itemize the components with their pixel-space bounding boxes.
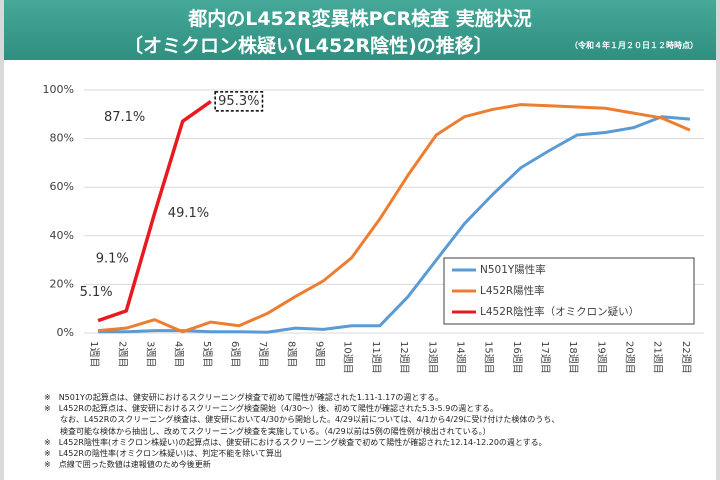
note: 検査可能な検体から抽出し、改めてスクリーニング検査を実施している。（4/29以前… — [44, 426, 491, 436]
legend-label: L452R陽性率 — [480, 284, 545, 297]
note: ※ 点線で囲った数値は速報値のため今後更新 — [44, 460, 211, 470]
x-tick-label: 12週目 — [398, 341, 410, 374]
y-tick-label: 100% — [43, 83, 74, 96]
header: 都内のL452R変異株PCR検査 実施状況 〔オミクロン株疑い(L452R陰性)… — [4, 0, 716, 60]
x-tick-label: 20週目 — [624, 341, 636, 374]
data-label: 49.1% — [168, 206, 209, 221]
x-tick-label: 22週目 — [680, 341, 692, 374]
x-tick-label: 14週目 — [454, 341, 466, 374]
x-tick-label: 19週目 — [595, 341, 607, 374]
x-tick-label: 7週目 — [257, 341, 269, 367]
x-tick-label: 2週目 — [116, 341, 128, 367]
x-tick-label: 3週目 — [144, 341, 156, 367]
x-tick-label: 9週目 — [314, 341, 326, 367]
x-tick-label: 15週目 — [483, 341, 495, 374]
legend-box — [443, 257, 695, 325]
x-tick-label: 17週目 — [539, 341, 551, 374]
x-tick-label: 13週目 — [426, 341, 438, 374]
provisional-box — [214, 91, 264, 112]
x-tick-label: 8週目 — [285, 341, 297, 367]
x-tick-label: 4週目 — [173, 341, 185, 367]
y-tick-label: 20% — [50, 277, 74, 290]
timestamp: （令和４年１月２０日１２時時点） — [570, 41, 698, 50]
x-tick-label: 1週目 — [88, 341, 100, 367]
note: ※ N501Yの起算点は、健安研におけるスクリーニング検査で初めて陽性が確認され… — [44, 393, 444, 402]
series-line — [98, 115, 691, 334]
x-tick-label: 5週目 — [201, 341, 213, 367]
page: 都内のL452R変異株PCR検査 実施状況 〔オミクロン株疑い(L452R陰性)… — [4, 0, 716, 480]
x-tick-label: 11週目 — [370, 341, 382, 374]
series-line — [97, 103, 691, 334]
x-tick-label: 18週目 — [567, 341, 579, 374]
title: 都内のL452R変異株PCR検査 実施状況 — [188, 8, 532, 30]
x-tick-label: 21週目 — [652, 341, 664, 374]
data-label: 95.3% — [218, 94, 259, 109]
subtitle: 〔オミクロン株疑い(L452R陰性)の推移〕 — [124, 35, 493, 57]
notes: ※ N501Yの起算点は、健安研におけるスクリーニング検査で初めて陽性が確認され… — [44, 392, 559, 470]
legend-label: L452R陰性率（オミクロン疑い） — [480, 305, 639, 318]
data-label: 9.1% — [96, 251, 129, 266]
y-tick-label: 0% — [57, 326, 74, 339]
y-tick-label: 60% — [50, 180, 74, 193]
note: なお、L452Rのスクリーニング検査は、健安研において4/30から開始した。4/… — [44, 415, 560, 425]
note: ※ L452Rの陰性率(オミクロン株疑い)は、判定不能を除いて算出 — [44, 449, 282, 459]
data-label: 87.1% — [104, 110, 145, 125]
x-tick-label: 10週目 — [342, 341, 354, 374]
note: ※ L452Rの起算点は、健安研におけるスクリーニング検査開始（4/30～）後、… — [44, 404, 499, 414]
chart: 0% 20% 40% 60% 80% 100% 1週目 2週目 3週目 4週目 5週目 6週目 7週目 8… — [43, 83, 704, 374]
y-tick-label: 80% — [50, 132, 74, 145]
y-tick-label: 40% — [50, 229, 74, 242]
legend-label: N501Y陽性率 — [480, 263, 546, 276]
note: ※ L452R陰性率(オミクロン株疑い)の起算点は、健安研におけるスクリーニング… — [44, 437, 547, 447]
series-line — [97, 99, 212, 323]
x-tick-label: 6週目 — [229, 341, 241, 367]
x-tick-label: 16週目 — [511, 341, 523, 374]
data-label: 5.1% — [80, 285, 113, 300]
